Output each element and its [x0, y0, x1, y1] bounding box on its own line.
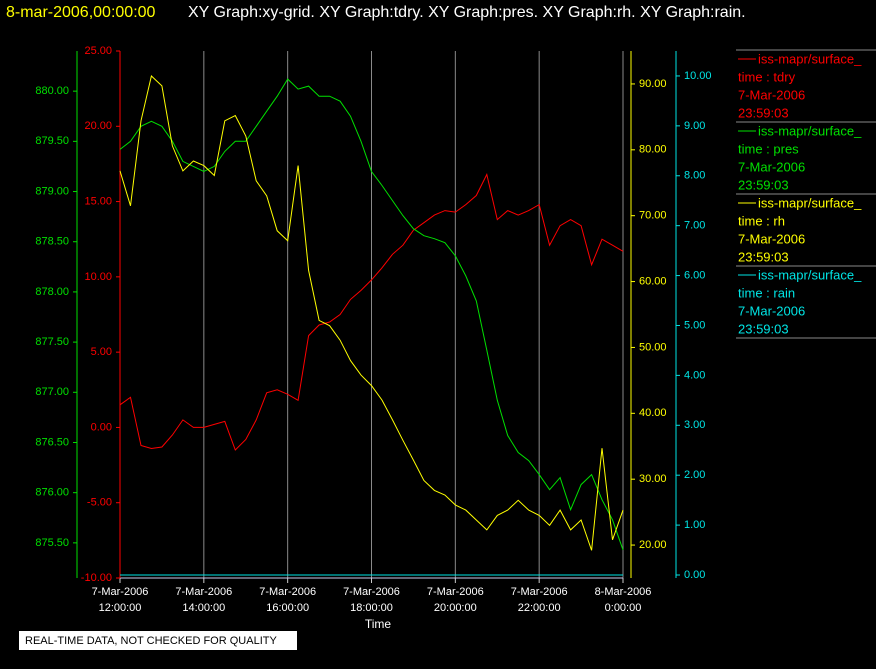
x-tick-date: 7-Mar-2006 — [427, 586, 484, 598]
y-tick-label: 5.00 — [91, 346, 112, 358]
legend-label: time : tdry — [738, 69, 796, 84]
y-tick-label: 7.00 — [684, 220, 705, 232]
x-tick-date: 7-Mar-2006 — [343, 586, 400, 598]
footnote: REAL-TIME DATA, NOT CHECKED FOR QUALITY — [25, 635, 277, 647]
footnote-box — [19, 631, 297, 650]
y-tick-label: 876.50 — [35, 436, 69, 448]
y-tick-label: 3.00 — [684, 419, 705, 431]
x-tick-time: 22:00:00 — [518, 602, 561, 614]
legend-date: 7-Mar-2006 — [738, 303, 805, 318]
y-tick-label: 25.00 — [84, 45, 112, 57]
y-tick-label: 878.00 — [35, 286, 69, 298]
x-tick-date: 7-Mar-2006 — [259, 586, 316, 598]
y-tick-label: 90.00 — [639, 78, 667, 90]
x-tick-date: 7-Mar-2006 — [92, 586, 149, 598]
x-tick-time: 16:00:00 — [266, 602, 309, 614]
legend-date: 7-Mar-2006 — [738, 231, 805, 246]
y-tick-label: 60.00 — [639, 275, 667, 287]
y-tick-label: 1.00 — [684, 519, 705, 531]
x-tick-date: 7-Mar-2006 — [175, 586, 232, 598]
x-tick-date: 8-Mar-2006 — [595, 586, 652, 598]
y-tick-label: 8.00 — [684, 170, 705, 182]
y-tick-label: 877.00 — [35, 386, 69, 398]
legend-time: 23:59:03 — [738, 321, 789, 336]
x-tick-time: 20:00:00 — [434, 602, 477, 614]
legend-date: 7-Mar-2006 — [738, 87, 805, 102]
y-tick-label: 879.50 — [35, 135, 69, 147]
y-tick-label: 30.00 — [639, 473, 667, 485]
y-tick-label: 10.00 — [84, 271, 112, 283]
legend-label: time : rain — [738, 285, 795, 300]
legend-label: time : rh — [738, 213, 785, 228]
legend-name: iss-mapr/surface_ — [758, 267, 862, 282]
y-tick-label: 877.50 — [35, 336, 69, 348]
x-tick-time: 14:00:00 — [182, 602, 225, 614]
y-tick-label: -10.00 — [81, 572, 112, 584]
y-tick-label: -5.00 — [87, 497, 112, 509]
legend-name: iss-mapr/surface_ — [758, 195, 862, 210]
legend-time: 23:59:03 — [738, 105, 789, 120]
legend-name: iss-mapr/surface_ — [758, 51, 862, 66]
y-tick-label: 50.00 — [639, 341, 667, 353]
y-tick-label: 875.50 — [35, 537, 69, 549]
x-tick-time: 18:00:00 — [350, 602, 393, 614]
x-tick-date: 7-Mar-2006 — [511, 586, 568, 598]
y-tick-label: 5.00 — [684, 319, 705, 331]
chart-title: XY Graph:xy-grid. XY Graph:tdry. XY Grap… — [188, 4, 746, 21]
legend-name: iss-mapr/surface_ — [758, 123, 862, 138]
title-date: 8-mar-2006,00:00:00 — [6, 4, 156, 21]
y-tick-label: 10.00 — [684, 70, 712, 82]
data-line — [119, 173, 624, 451]
y-tick-label: 879.00 — [35, 185, 69, 197]
y-tick-label: 15.00 — [84, 195, 112, 207]
x-axis-label: Time — [365, 617, 392, 631]
legend-label: time : pres — [738, 141, 799, 156]
y-tick-label: 878.50 — [35, 236, 69, 248]
y-tick-label: 876.00 — [35, 487, 69, 499]
legend-time: 23:59:03 — [738, 177, 789, 192]
x-tick-time: 12:00:00 — [99, 602, 142, 614]
x-tick-time: 0:00:00 — [605, 602, 642, 614]
y-tick-label: 9.00 — [684, 120, 705, 132]
y-tick-label: 4.00 — [684, 369, 705, 381]
y-tick-label: 2.00 — [684, 469, 705, 481]
y-tick-label: 20.00 — [639, 539, 667, 551]
y-tick-label: 0.00 — [684, 569, 705, 581]
legend-date: 7-Mar-2006 — [738, 159, 805, 174]
y-tick-label: 880.00 — [35, 85, 69, 97]
data-line — [119, 78, 624, 551]
legend-time: 23:59:03 — [738, 249, 789, 264]
y-tick-label: 6.00 — [684, 269, 705, 281]
data-line — [119, 75, 624, 551]
y-tick-label: 70.00 — [639, 210, 667, 222]
y-tick-label: 40.00 — [639, 407, 667, 419]
y-tick-label: 20.00 — [84, 120, 112, 132]
y-tick-label: 80.00 — [639, 144, 667, 156]
y-tick-label: 0.00 — [91, 421, 112, 433]
